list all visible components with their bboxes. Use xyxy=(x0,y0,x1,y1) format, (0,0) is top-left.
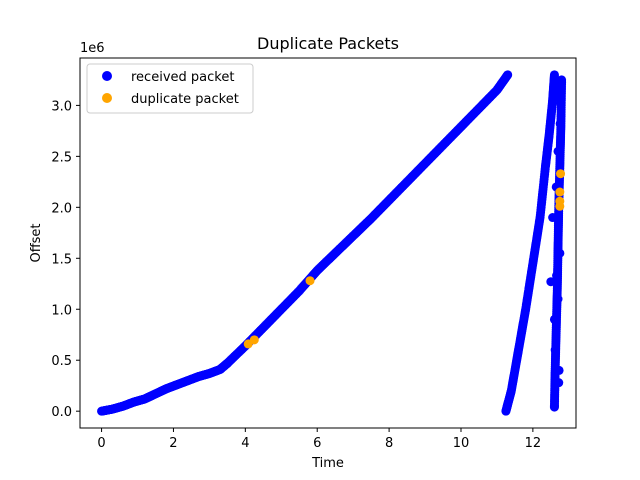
legend-marker-duplicate xyxy=(102,93,112,103)
duplicate-packet-point xyxy=(249,335,259,345)
plot-area xyxy=(79,57,577,429)
received-packet-point xyxy=(546,277,556,287)
y-tick-label: 1.0 xyxy=(51,303,72,318)
legend: received packet duplicate packet xyxy=(86,63,254,114)
received-packet-point xyxy=(556,98,566,108)
received-packet-point xyxy=(549,314,559,324)
chart-marks xyxy=(97,70,567,416)
duplicate-packet-point xyxy=(555,187,565,197)
x-axis-label: Time xyxy=(311,456,344,471)
received-packet-point xyxy=(557,77,567,87)
duplicate-packet-point xyxy=(556,169,566,179)
received-packet-point xyxy=(549,70,559,80)
legend-label-duplicate: duplicate packet xyxy=(131,92,239,107)
received-packet-point xyxy=(550,345,560,355)
y-tick-label: 0.5 xyxy=(51,354,72,369)
legend-box xyxy=(86,63,254,114)
y-tick-label: 2.5 xyxy=(51,150,72,165)
x-tick-label: 8 xyxy=(385,436,393,451)
received-packet-point xyxy=(503,70,513,80)
chart-title: Duplicate Packets xyxy=(257,34,399,53)
received-packet-point xyxy=(552,271,562,281)
y-tick-label: 0.0 xyxy=(51,405,72,420)
y-tick-label: 1.5 xyxy=(51,252,72,267)
received-packet-point xyxy=(554,378,564,388)
duplicate-packet-point xyxy=(555,196,565,206)
x-tick-label: 12 xyxy=(525,436,542,451)
x-tick-label: 4 xyxy=(241,436,249,451)
duplicate-packet-point xyxy=(305,276,315,286)
received-packet-point xyxy=(554,365,564,375)
received-packet-point xyxy=(555,248,565,258)
received-packet-point xyxy=(555,119,565,129)
x-tick-label: 6 xyxy=(313,436,321,451)
legend-marker-received xyxy=(102,71,112,81)
received-packet-point xyxy=(553,294,563,304)
y-tick-label: 2.0 xyxy=(51,201,72,216)
x-tick-label: 0 xyxy=(97,436,105,451)
y-tick-label: 3.0 xyxy=(51,99,72,114)
y-scale-label: 1e6 xyxy=(80,41,105,56)
x-tick-label: 10 xyxy=(453,436,470,451)
received-packet-point xyxy=(553,146,563,156)
y-axis-ticks: 0.0 0.5 1.0 1.5 2.0 2.5 3.0 xyxy=(51,99,80,420)
x-tick-label: 2 xyxy=(169,436,177,451)
y-axis-label: Offset xyxy=(29,223,44,262)
received-packet-point xyxy=(548,213,558,223)
x-axis-ticks: 0 2 4 6 8 10 12 xyxy=(97,428,541,451)
received-packet-point xyxy=(549,401,559,411)
legend-label-received: received packet xyxy=(131,70,234,85)
